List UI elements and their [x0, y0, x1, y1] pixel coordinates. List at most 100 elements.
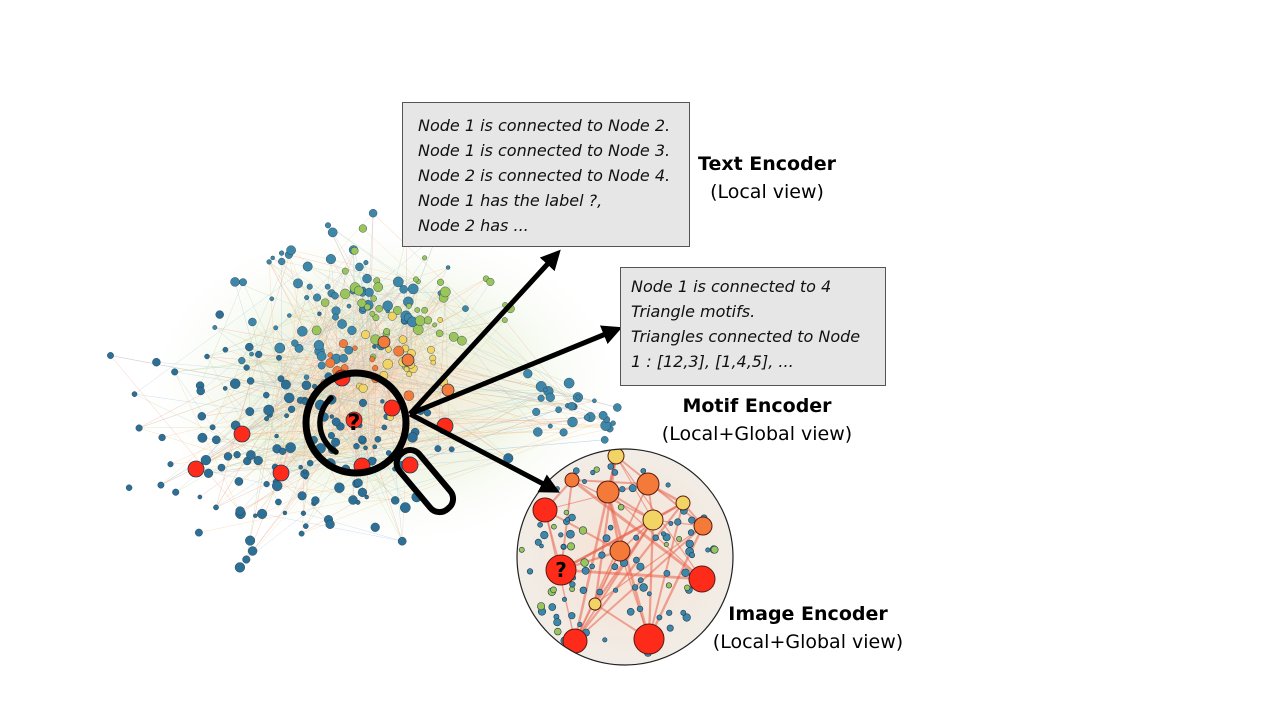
- network-node: [383, 328, 391, 335]
- zoom-small-node: [633, 534, 640, 541]
- network-edge: [266, 310, 337, 419]
- network-node: [303, 374, 310, 380]
- network-node: [274, 433, 279, 439]
- network-edge: [301, 415, 604, 534]
- zoom-small-node: [558, 532, 564, 538]
- network-node: [158, 433, 166, 442]
- network-edge: [174, 371, 241, 514]
- network-edge: [418, 281, 538, 433]
- zoom-small-node: [676, 536, 682, 542]
- network-node: [370, 522, 380, 532]
- network-edge: [356, 281, 491, 484]
- zoom-large-node: [636, 472, 660, 496]
- network-node: [234, 562, 246, 573]
- network-node: [275, 498, 282, 506]
- network-node: [263, 391, 270, 399]
- network-edge: [361, 465, 403, 542]
- network-edge: [412, 321, 446, 427]
- arrow-to-image-encoder: [408, 411, 560, 493]
- network-node: [249, 351, 254, 357]
- network-edge: [206, 315, 393, 357]
- network-node: [238, 357, 246, 365]
- network-node: [246, 377, 255, 385]
- network-node: [297, 326, 308, 337]
- image-encoder-subtitle: (Local+Global view): [712, 631, 904, 653]
- network-node: [294, 343, 304, 353]
- hub-node: [187, 460, 205, 478]
- zoom-small-node: [537, 602, 546, 611]
- motif-encoder-title: Motif Encoder: [682, 395, 832, 417]
- network-node: [406, 303, 412, 309]
- zoom-small-node: [636, 562, 645, 571]
- network-node: [598, 410, 608, 420]
- network-edge: [280, 283, 299, 474]
- zoom-small-node: [593, 466, 600, 473]
- zoom-small-node: [569, 581, 576, 588]
- network-node: [327, 352, 333, 358]
- network-edge: [330, 258, 363, 311]
- network-node: [437, 278, 445, 286]
- network-node: [537, 394, 545, 402]
- network-node: [457, 335, 467, 346]
- network-node: [269, 296, 275, 302]
- network-edge: [200, 270, 346, 392]
- zoom-small-node: [540, 530, 549, 540]
- hub-node: [383, 399, 401, 417]
- network-node: [288, 405, 296, 413]
- zoom-small-node: [636, 605, 644, 613]
- network-node: [152, 358, 161, 367]
- zoom-large-node: [607, 449, 625, 465]
- network-edge: [310, 389, 546, 464]
- network-node: [369, 356, 376, 362]
- zoom-small-node: [705, 547, 711, 553]
- motif-encoder-label: Motif Encoder (Local+Global view): [646, 392, 868, 448]
- network-edge: [403, 361, 509, 459]
- zoom-small-node: [566, 529, 575, 539]
- network-node: [167, 461, 174, 468]
- network-node: [282, 510, 288, 516]
- zoom-small-node: [551, 523, 557, 530]
- zoom-edge: [571, 478, 703, 581]
- text-encoder-label: Text Encoder (Local view): [692, 150, 842, 206]
- arrow-to-motif-encoder: [409, 325, 623, 417]
- zoom-circle-border: [516, 448, 734, 666]
- network-node: [279, 250, 285, 256]
- network-node: [448, 446, 455, 453]
- network-node: [406, 371, 413, 378]
- network-node: [243, 364, 250, 371]
- query-node-mark: ?: [348, 411, 361, 436]
- network-node: [255, 350, 263, 359]
- network-edge: [356, 425, 446, 447]
- network-node: [435, 329, 444, 338]
- network-node: [291, 339, 299, 347]
- network-node: [439, 286, 451, 298]
- network-node: [372, 314, 380, 321]
- network-node: [245, 342, 254, 352]
- network-node: [355, 499, 361, 505]
- zoom-small-node: [550, 586, 557, 594]
- zoom-small-node: [581, 566, 590, 575]
- network-node: [107, 352, 114, 359]
- network-edge: [281, 261, 377, 281]
- network-node: [368, 208, 378, 218]
- network-node: [273, 325, 279, 331]
- network-node: [320, 298, 330, 307]
- motif-line: 1 : [12,3], [1,4,5], ...: [631, 352, 794, 371]
- hub-node: [377, 335, 391, 349]
- network-node: [448, 331, 459, 342]
- network-node: [223, 452, 233, 461]
- network-node: [194, 528, 203, 537]
- zoom-edge: [615, 455, 704, 527]
- zoom-large-node: [642, 509, 664, 531]
- network-node: [246, 450, 256, 460]
- network-edge: [240, 395, 410, 514]
- network-node: [300, 510, 307, 516]
- zoom-large-node: [564, 472, 580, 488]
- network-node: [372, 344, 377, 349]
- motif-encoder-subtitle: (Local+Global view): [661, 423, 853, 445]
- network-node: [229, 378, 241, 389]
- network-node: [399, 285, 408, 294]
- zoom-small-node: [526, 568, 534, 575]
- zoom-small-node: [687, 529, 695, 536]
- network-node: [563, 377, 575, 389]
